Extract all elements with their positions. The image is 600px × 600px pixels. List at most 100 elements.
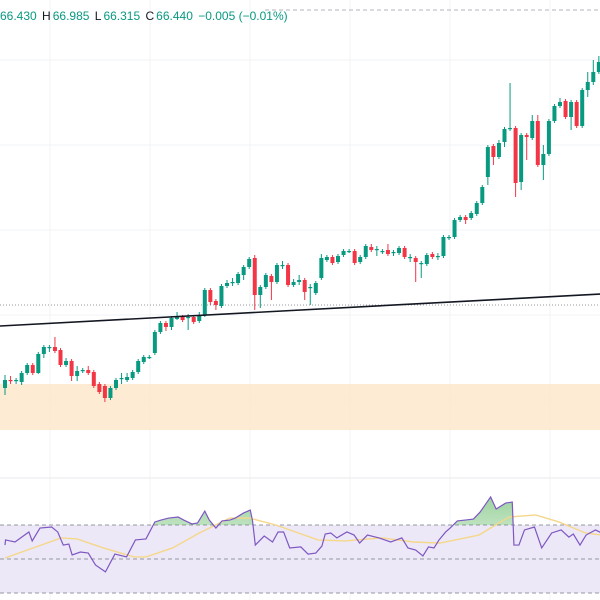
candle <box>485 145 490 185</box>
candle <box>347 249 352 253</box>
candle-body <box>141 357 146 362</box>
candle-body <box>114 380 118 388</box>
candle <box>469 211 474 220</box>
candle-body <box>97 384 102 392</box>
candle-body <box>374 249 379 251</box>
candle <box>302 278 307 300</box>
candle <box>97 382 102 394</box>
candle <box>219 284 224 308</box>
candle <box>108 386 113 400</box>
candle <box>141 355 146 364</box>
candle-body <box>58 350 63 365</box>
candle-body <box>341 251 346 255</box>
candle-body <box>191 317 196 322</box>
candle <box>341 249 346 257</box>
candle <box>380 249 385 254</box>
candle-body <box>458 217 463 220</box>
candle <box>574 100 579 128</box>
low-label: L <box>94 9 102 23</box>
candle <box>58 348 63 367</box>
rsi-line <box>4 495 600 573</box>
candle <box>569 100 574 130</box>
candle-body <box>80 370 85 372</box>
candle <box>541 145 546 180</box>
candle-body <box>441 237 446 256</box>
candle-body <box>330 257 335 263</box>
candle <box>435 253 440 260</box>
candle-body <box>263 275 268 287</box>
candle-body <box>163 323 168 327</box>
candle-body <box>524 135 529 137</box>
candle-body <box>102 386 107 398</box>
candle <box>374 246 379 256</box>
candle-body <box>530 121 535 138</box>
candle <box>441 235 446 258</box>
candle-body <box>402 248 407 257</box>
candle-body <box>69 361 74 376</box>
candle <box>535 115 540 167</box>
candle <box>36 352 41 374</box>
candle-body <box>158 323 163 332</box>
candle-body <box>3 380 7 388</box>
candle-body <box>596 62 600 72</box>
candle-body <box>36 354 41 373</box>
candle-body <box>269 276 274 282</box>
candle-body <box>363 246 368 257</box>
candle-body <box>508 128 513 130</box>
candle-body <box>247 259 252 267</box>
candle-body <box>47 347 52 349</box>
candle-body <box>252 258 257 295</box>
candle <box>596 56 600 74</box>
candle <box>591 60 596 85</box>
candle <box>191 315 196 324</box>
candle <box>502 127 507 147</box>
candle <box>319 254 324 280</box>
candle <box>52 337 57 353</box>
candle <box>136 359 141 374</box>
candle <box>546 119 551 156</box>
candle <box>169 316 174 330</box>
candle <box>402 246 407 259</box>
candle <box>147 355 152 359</box>
candle <box>102 384 107 402</box>
candle <box>286 263 291 287</box>
candle-body <box>419 263 424 265</box>
candle <box>552 104 557 123</box>
candle-body <box>258 287 263 295</box>
candle <box>324 255 329 262</box>
candle-body <box>8 380 13 382</box>
candle-body <box>175 317 180 319</box>
candle <box>580 88 585 128</box>
candle <box>530 115 535 140</box>
candle-body <box>397 248 402 253</box>
candle <box>385 244 390 256</box>
candle-body <box>297 280 302 282</box>
candle <box>14 378 19 384</box>
candle-body <box>230 282 235 284</box>
candle <box>563 99 568 119</box>
candle-body <box>236 274 241 283</box>
candle <box>330 255 335 265</box>
candle <box>474 201 479 216</box>
candle-body <box>324 257 329 260</box>
candle-body <box>535 121 540 165</box>
candle <box>197 312 202 323</box>
candle <box>225 280 229 288</box>
candle <box>369 244 374 252</box>
candle-body <box>30 365 35 373</box>
candle <box>585 72 590 97</box>
candle-body <box>408 257 413 259</box>
candle-body <box>108 388 113 398</box>
candle-body <box>219 286 224 306</box>
candle-body <box>391 252 396 254</box>
candle-body <box>546 121 551 154</box>
candle <box>69 359 74 381</box>
candle-body <box>580 90 585 126</box>
ohlc-legend: 66.430 H 66.985 L 66.315 C 66.440 −0.005 (−… <box>0 9 290 23</box>
candle-body <box>541 154 546 165</box>
candle-body <box>463 217 468 220</box>
trend-line <box>0 293 600 327</box>
candle <box>513 126 518 197</box>
candle <box>3 375 7 395</box>
